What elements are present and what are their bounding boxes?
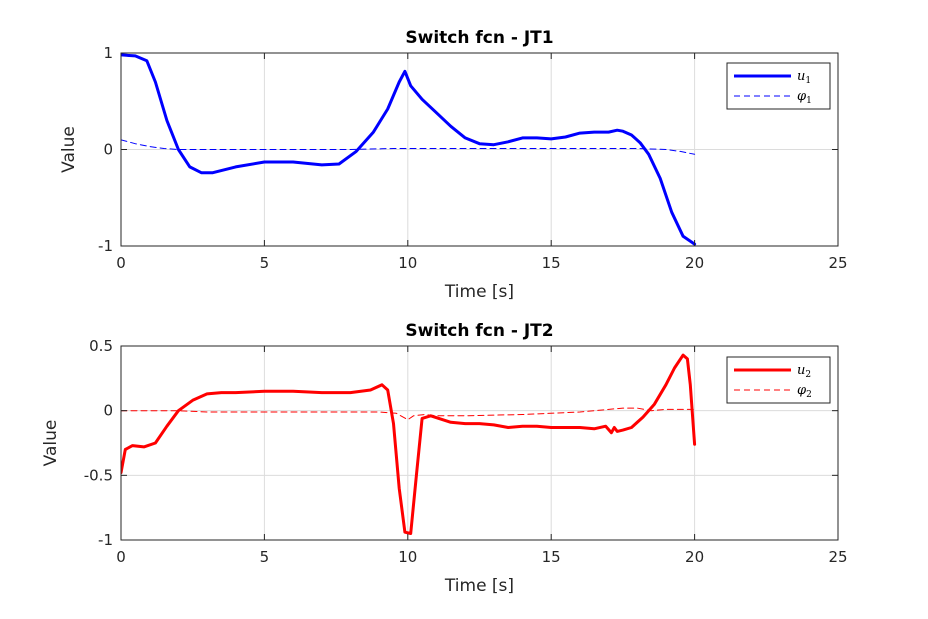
legend-box: [726, 356, 831, 404]
x-tick-label: 5: [260, 254, 270, 272]
legend-subscript: 2: [806, 390, 812, 400]
x-tick-label: 25: [828, 254, 847, 272]
legend-label: u1: [797, 69, 811, 86]
series-line-phi2: [121, 407, 696, 421]
y-tick-label: 0: [103, 141, 113, 159]
y-tick-label: -1: [98, 531, 113, 549]
legend-subscript: 1: [805, 76, 811, 86]
x-axis-label: Time [s]: [444, 576, 514, 596]
legend-box: [726, 62, 831, 110]
y-tick-label: -1: [98, 237, 113, 255]
series-group: [121, 353, 697, 535]
y-tick-label: 0.5: [89, 337, 113, 355]
legend-label: φ1: [797, 89, 812, 106]
chart-2: 0 5 10 15 20 25 -1 -0.5 0 0.5 Switch fcn - JT2 Time…: [41, 321, 848, 596]
series-group: [121, 53, 697, 246]
legend-symbol: u: [797, 363, 805, 378]
axes-box: [120, 345, 839, 541]
legend-symbol: φ: [797, 89, 807, 104]
legend-subscript: 1: [806, 96, 812, 106]
x-tick-label: 0: [116, 548, 126, 566]
x-axis-label: Time [s]: [444, 282, 514, 302]
x-tick-label: 20: [685, 548, 704, 566]
y-tick-label: 0: [103, 402, 113, 420]
x-tick-label: 5: [260, 548, 270, 566]
series-line-u2: [121, 353, 697, 535]
y-axis-label: Value: [59, 126, 79, 173]
y-axis-label: Value: [41, 420, 61, 467]
series-line-phi1: [121, 139, 696, 155]
chart-title: Switch fcn - JT2: [405, 321, 553, 341]
legend-label: φ2: [797, 383, 812, 400]
legend-symbol: u: [797, 69, 805, 84]
legend-symbol: φ: [797, 383, 807, 398]
x-tick-label: 25: [828, 548, 847, 566]
plot-area: [121, 346, 838, 540]
x-tick-label: 15: [542, 548, 561, 566]
x-tick-label: 10: [398, 548, 417, 566]
legend-subscript: 2: [805, 370, 811, 380]
series-line-u1: [121, 53, 697, 246]
x-tick-label: 15: [542, 254, 561, 272]
chart-title: Switch fcn - JT1: [405, 28, 553, 48]
x-tick-label: 10: [398, 254, 417, 272]
x-tick-label: 0: [116, 254, 126, 272]
legend-label: u2: [797, 363, 811, 380]
y-tick-label: 1: [103, 44, 113, 62]
x-tick-label: 20: [685, 254, 704, 272]
y-tick-label: -0.5: [84, 466, 113, 484]
